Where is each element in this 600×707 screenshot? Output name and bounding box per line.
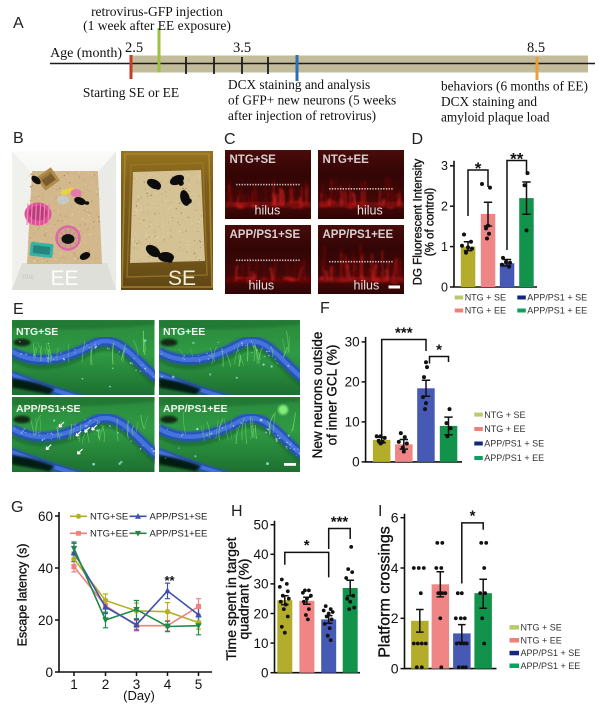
svg-text:NTG+SE: NTG+SE [90,512,128,523]
svg-text:0: 0 [391,660,399,676]
svg-text:*: * [304,537,310,554]
svg-text:Time spent in target: Time spent in target [225,537,239,660]
svg-text:0: 0 [352,455,360,470]
svg-text:NTG+EE: NTG+EE [163,326,205,338]
svg-text:2.5: 2.5 [125,40,143,56]
svg-text:APP/PS1 + SE: APP/PS1 + SE [521,648,581,658]
svg-text:EE: EE [50,267,78,290]
svg-text:SE: SE [168,267,196,290]
svg-text:APP/PS1+EE: APP/PS1+EE [163,403,228,415]
svg-text:*: * [470,508,476,525]
svg-text:NTG + EE: NTG + EE [465,306,506,316]
svg-text:retrovirus-GFP injection: retrovirus-GFP injection [91,4,223,19]
svg-text:*: * [475,159,482,178]
svg-text:6: 6 [391,510,399,526]
svg-text:APP/PS1 + SE: APP/PS1 + SE [484,439,544,449]
svg-text:Escape latency (s): Escape latency (s) [16,544,30,647]
svg-text:NTG+EE: NTG+EE [90,529,128,540]
svg-text:ma: ma [22,272,34,281]
svg-text:APP/PS1 + EE: APP/PS1 + EE [521,661,581,671]
svg-text:1: 1 [70,677,78,692]
svg-text:3: 3 [133,677,141,692]
svg-text:amyloid plaque load: amyloid plaque load [441,110,550,125]
svg-text:DG Fluorescent Intensity: DG Fluorescent Intensity [413,158,425,285]
svg-text:***: *** [395,325,413,342]
svg-text:60: 60 [38,509,53,524]
svg-text:0: 0 [45,665,53,680]
svg-text:8.5: 8.5 [527,40,545,56]
svg-text:(% of control): (% of control) [425,188,437,257]
svg-text:DCX staining and: DCX staining and [441,94,537,109]
svg-text:of GFP+ new neurons (5 weeks: of GFP+ new neurons (5 weeks [228,93,396,108]
svg-text:hilus: hilus [357,204,383,218]
svg-text:***: *** [331,514,349,531]
svg-text:30: 30 [345,335,360,350]
svg-text:NTG+EE: NTG+EE [322,154,369,166]
svg-text:New neurons outside: New neurons outside [310,332,325,459]
svg-text:**: ** [164,573,175,588]
svg-text:**: ** [510,150,524,169]
svg-text:after injection of retrovirus): after injection of retrovirus) [228,108,376,123]
svg-text:2: 2 [441,200,448,214]
svg-text:(Day): (Day) [123,688,155,703]
svg-text:0: 0 [441,280,448,294]
svg-text:Platform crossings: Platform crossings [377,526,394,658]
svg-text:DCX staining and analysis: DCX staining and analysis [228,77,370,92]
svg-text:APP/PS1 + EE: APP/PS1 + EE [527,306,587,316]
svg-text:Starting SE or EE: Starting SE or EE [83,85,179,100]
svg-text:APP/PS1 + SE: APP/PS1 + SE [527,293,587,303]
svg-text:2: 2 [102,677,110,692]
svg-text:APP/PS1+EE: APP/PS1+EE [322,229,393,241]
svg-text:40: 40 [253,547,268,562]
svg-text:NTG + SE: NTG + SE [465,293,506,303]
svg-text:quadrant (%): quadrant (%) [236,559,252,640]
svg-text:hilus: hilus [254,204,280,218]
svg-text:4: 4 [391,560,399,576]
svg-text:APP/PS1+SE: APP/PS1+SE [16,403,81,415]
svg-text:10: 10 [253,636,268,651]
svg-text:20: 20 [38,613,53,628]
svg-text:NTG + SE: NTG + SE [484,410,525,420]
svg-text:APP/PS1+EE: APP/PS1+EE [150,529,208,540]
svg-text:50: 50 [253,518,268,533]
svg-text:behaviors (6 months of EE): behaviors (6 months of EE) [441,79,588,94]
svg-text:*: * [436,342,442,359]
svg-text:40: 40 [38,561,53,576]
svg-text:20: 20 [345,375,360,390]
svg-text:(1 week after EE exposure): (1 week after EE exposure) [83,18,231,33]
svg-text:NTG + SE: NTG + SE [521,623,562,633]
svg-text:hilus: hilus [248,279,274,293]
svg-text:NTG + EE: NTG + EE [484,424,525,434]
svg-text:2: 2 [391,610,399,626]
svg-text:5: 5 [195,677,203,692]
svg-text:APP/PS1+SE: APP/PS1+SE [229,229,300,241]
svg-text:hilus: hilus [353,279,379,293]
svg-text:NTG + EE: NTG + EE [521,635,562,645]
svg-text:20: 20 [253,606,268,621]
svg-text:NTG+SE: NTG+SE [229,154,276,166]
svg-text:3.5: 3.5 [233,40,251,56]
svg-text:APP/PS1 + EE: APP/PS1 + EE [484,453,544,463]
svg-text:10: 10 [345,415,360,430]
svg-text:3: 3 [441,159,448,173]
svg-text:Age (month): Age (month) [50,46,122,61]
svg-text:4: 4 [164,677,172,692]
svg-text:of inner GCL (%): of inner GCL (%) [325,345,340,446]
svg-text:APP/PS1+SE: APP/PS1+SE [150,512,208,523]
svg-text:NTG+SE: NTG+SE [16,326,58,338]
svg-text:1: 1 [441,240,448,254]
svg-text:0: 0 [261,666,269,681]
svg-text:30: 30 [253,577,268,592]
